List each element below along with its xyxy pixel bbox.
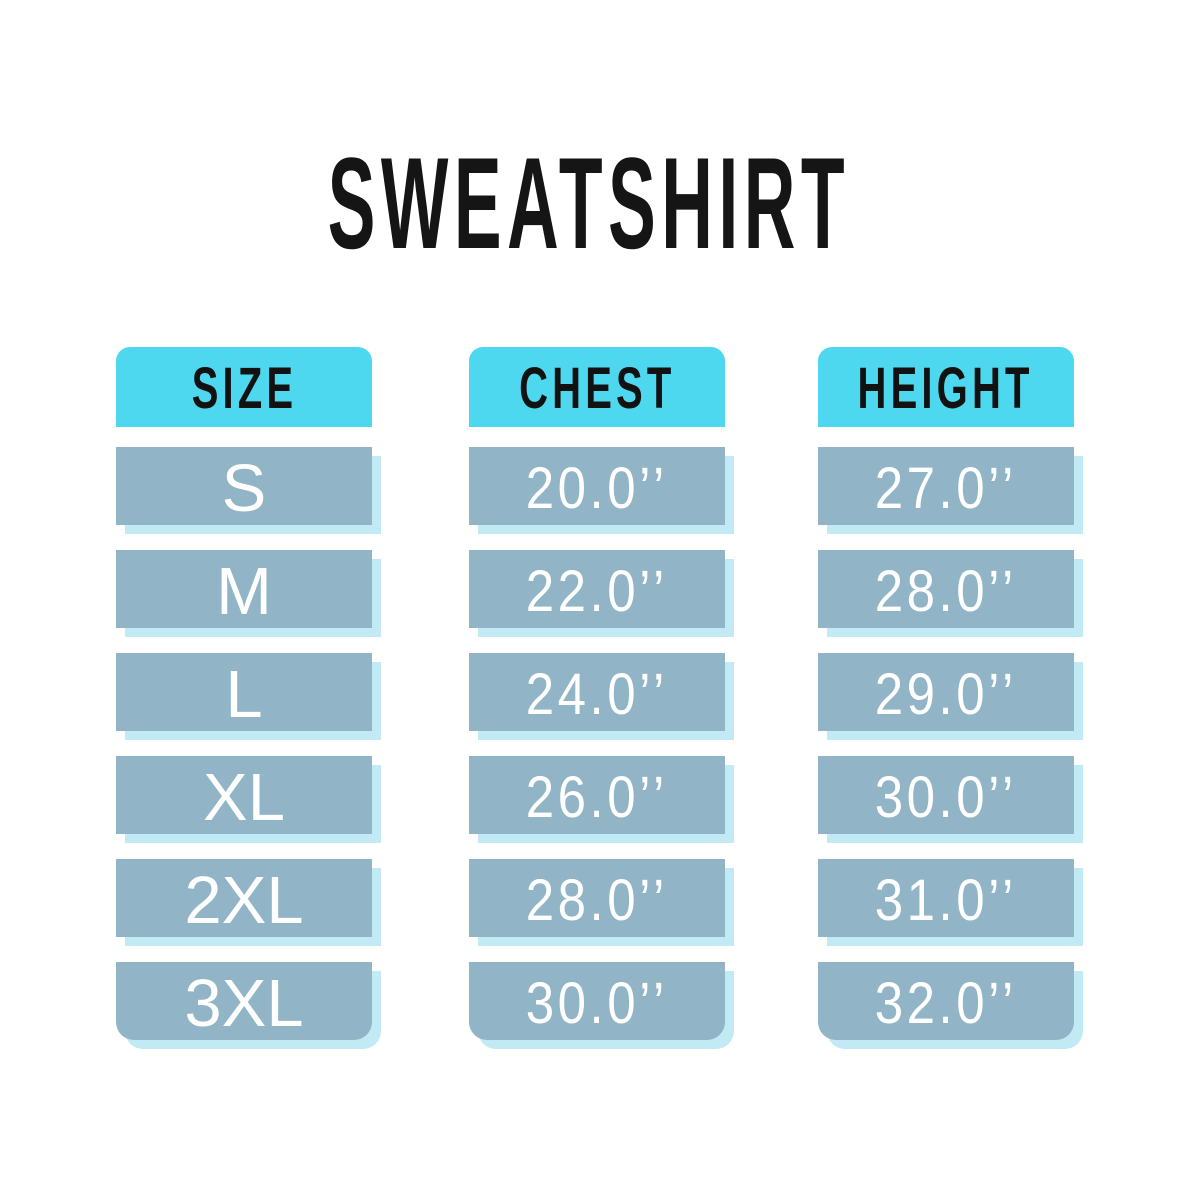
height-cell: 32.0’’ [818,962,1074,1040]
size-cell: M [116,550,372,629]
chest-cell: 30.0’’ [469,962,725,1040]
chest-header-label: CHEST [518,355,676,421]
chest-value: 28.0’’ [525,867,669,933]
chest-value: 22.0’’ [525,558,669,624]
page-title: SWEATSHIRT [0,130,1178,276]
size-cell: 2XL [116,859,372,938]
height-cell: 29.0’’ [818,653,1074,731]
height-cell: 31.0’’ [818,859,1074,937]
chest-cell: 20.0’’ [469,447,725,525]
chest-cell: 28.0’’ [469,859,725,937]
size-value: M [216,553,272,629]
size-cell: XL [116,756,372,835]
height-cell: 27.0’’ [818,447,1074,525]
chest-header: CHEST [469,347,725,427]
height-value: 32.0’’ [874,970,1018,1036]
height-value: 29.0’’ [874,661,1018,727]
height-value: 31.0’’ [874,867,1018,933]
column-height: HEIGHT 27.0’’ 28.0’’ 29.0’’ 30.0’’ 31.0’… [818,347,1074,1065]
height-value: 30.0’’ [874,764,1018,830]
size-value: 2XL [184,862,304,938]
size-header: SIZE [116,347,372,427]
size-value: S [221,450,267,526]
height-header-label: HEIGHT [857,355,1035,421]
size-value: L [225,656,263,732]
height-value: 27.0’’ [874,455,1018,521]
size-cell: L [116,653,372,732]
height-header: HEIGHT [818,347,1074,427]
chest-value: 30.0’’ [525,970,669,1036]
size-header-label: SIZE [191,355,297,421]
chest-value: 20.0’’ [525,455,669,521]
height-cell: 30.0’’ [818,756,1074,834]
chest-cell: 26.0’’ [469,756,725,834]
size-cell: 3XL [116,962,372,1041]
column-chest: CHEST 20.0’’ 22.0’’ 24.0’’ 26.0’’ 28.0’’… [469,347,725,1065]
chest-cell: 24.0’’ [469,653,725,731]
chest-value: 26.0’’ [525,764,669,830]
chest-value: 24.0’’ [525,661,669,727]
size-value: 3XL [184,965,304,1041]
page-title-text: SWEATSHIRT [327,130,851,276]
chest-cell: 22.0’’ [469,550,725,628]
height-value: 28.0’’ [874,558,1018,624]
size-value: XL [203,759,285,835]
size-cell: S [116,447,372,526]
height-cell: 28.0’’ [818,550,1074,628]
column-size: SIZE S M L XL 2XL 3XL [116,347,372,1065]
